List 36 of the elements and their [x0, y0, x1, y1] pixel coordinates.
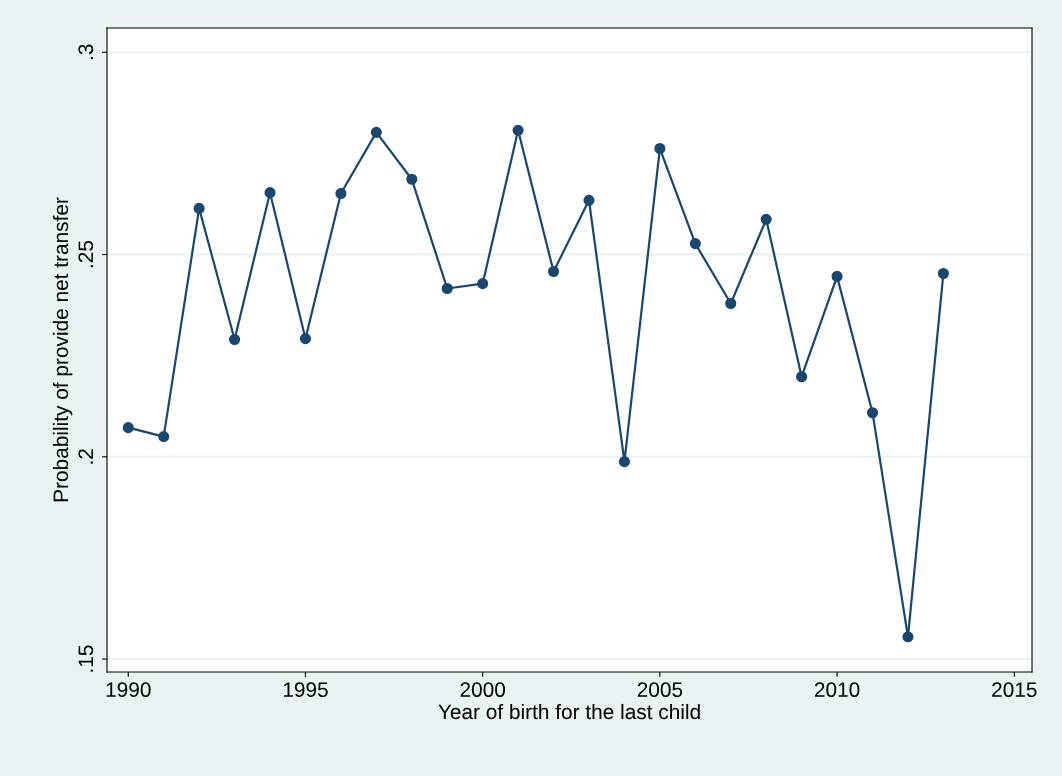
point: [264, 187, 276, 199]
point: [122, 422, 134, 434]
y-tick-label: .25: [78, 240, 94, 268]
point: [902, 631, 914, 643]
point: [583, 194, 595, 206]
point: [654, 142, 666, 155]
x-axis-title: Year of birth for the last child: [438, 703, 700, 720]
point: [689, 238, 701, 250]
point: [299, 333, 312, 345]
point: [406, 173, 418, 185]
y-tick-label: .2: [78, 449, 93, 464]
point: [937, 267, 949, 280]
point: [441, 282, 453, 295]
y-tick-label: .3: [78, 44, 94, 60]
y-axis-title: Probability of provide net transfer: [52, 197, 73, 502]
point: [158, 431, 170, 443]
point: [547, 265, 560, 278]
point: [866, 407, 879, 419]
x-tick-label: 1990: [106, 682, 151, 698]
point: [512, 124, 524, 136]
point: [477, 278, 489, 290]
point: [193, 202, 205, 214]
y-tick-label: .15: [78, 645, 94, 672]
point: [335, 187, 347, 200]
x-tick-label: 2015: [992, 682, 1037, 698]
point: [370, 126, 382, 138]
x-tick-label: 2005: [637, 682, 683, 698]
point: [796, 371, 808, 383]
x-tick-label: 1995: [283, 682, 328, 698]
x-tick-label: 2000: [460, 682, 506, 698]
point: [618, 456, 630, 468]
point: [831, 270, 843, 282]
point: [229, 333, 241, 346]
x-tick-label: 2010: [814, 682, 860, 698]
point: [760, 213, 772, 225]
point: [725, 297, 737, 310]
